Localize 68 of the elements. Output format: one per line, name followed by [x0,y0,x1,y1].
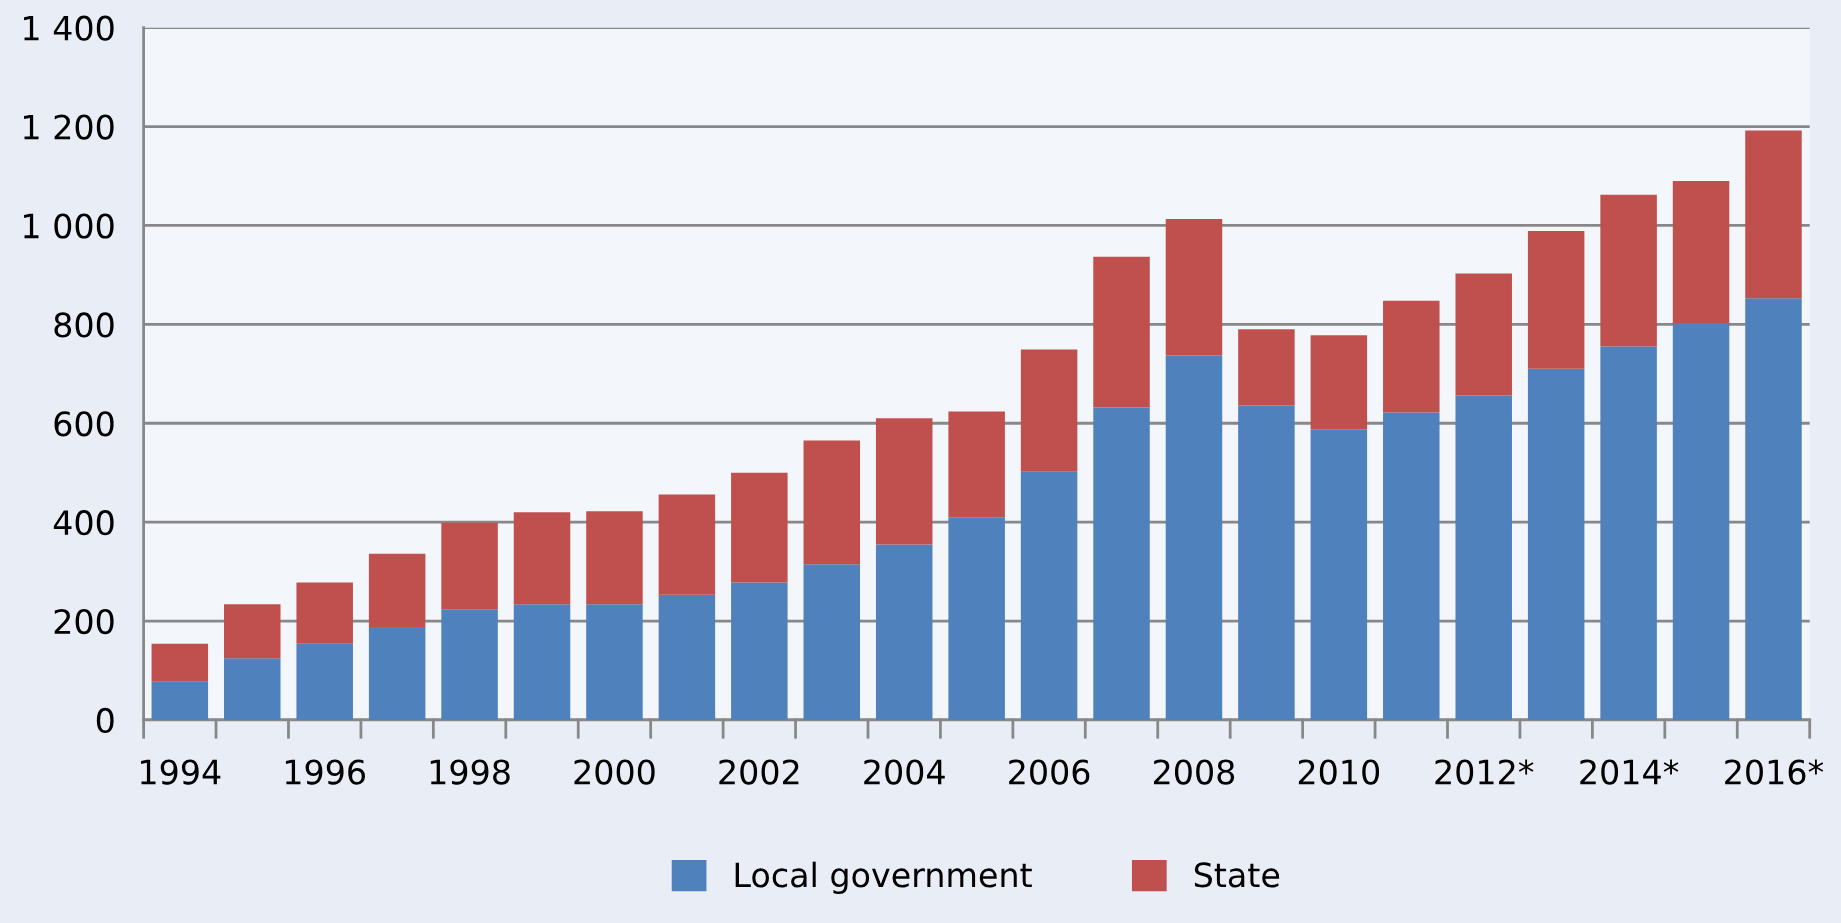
bar [1093,407,1150,720]
bar [513,512,571,605]
bar [658,494,716,595]
bar [1672,180,1730,324]
bar [586,511,643,605]
y-tick-label: 1 400 [24,15,114,41]
x-tick-label: 2012* [1435,759,1534,785]
x-tick-label: 2014* [1580,759,1679,785]
x-tick-label: 2008 [1153,759,1235,785]
x-tick-label: 2004 [864,759,945,785]
bar [803,564,861,720]
bar [368,626,426,720]
bar [1020,471,1078,720]
y-tick-label: 0 [96,707,114,734]
bar [1527,230,1585,369]
bar [1745,298,1802,720]
bar [224,658,281,720]
legend-label: State [1194,862,1280,888]
bar [731,582,788,720]
bar [1020,349,1078,472]
legend-label: Local government [735,861,1032,894]
bar [296,643,353,720]
bar [441,609,498,720]
x-tick-label: 2016* [1725,759,1824,785]
bar [151,643,209,682]
bar [1745,130,1802,299]
bar [586,604,643,720]
x-tick-label: 1998 [430,759,510,785]
bar [1527,368,1585,720]
x-tick-label: 1996 [285,759,366,785]
y-tick-label: 800 [54,312,114,338]
bar [875,418,933,545]
bar [1093,256,1150,408]
x-tick-label: 2010 [1298,759,1380,785]
bar [368,553,426,627]
bar [1310,429,1368,720]
y-tick-label: 1 000 [24,213,114,239]
y-tick-label: 400 [53,510,114,536]
x-tick-label: 2002 [719,759,799,785]
bar [1600,346,1657,720]
x-tick-label: 2000 [574,759,655,785]
x-tick-label: 2006 [1009,759,1090,785]
bar [875,544,933,720]
bar [1383,412,1440,720]
bar [296,582,353,644]
bar [803,440,861,565]
bar [1310,335,1368,430]
bar [441,522,498,610]
bar [658,594,716,720]
bar [1672,323,1730,720]
bar [151,681,209,720]
bar [1600,194,1657,347]
y-tick-label: 200 [54,608,114,635]
bar [948,517,1005,720]
bar [1238,329,1295,406]
bar [1383,300,1440,413]
bar [1455,273,1512,396]
x-tick-label: 1994 [141,759,221,785]
y-tick-label: 600 [54,411,114,437]
y-tick-label: 1 200 [24,114,114,140]
bar [1165,219,1223,356]
bar [513,604,571,720]
bar [948,411,1005,518]
bar [1165,355,1223,720]
bar [1238,405,1295,720]
bar [1455,395,1512,720]
bar [731,472,788,583]
bar [224,604,281,659]
